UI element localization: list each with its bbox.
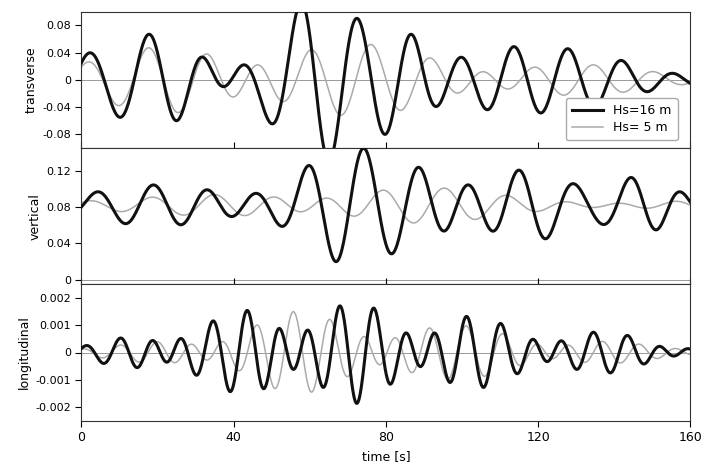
Y-axis label: longitudinal: longitudinal [18, 315, 31, 390]
X-axis label: time [s]: time [s] [362, 450, 410, 462]
Legend: Hs=16 m, Hs= 5 m: Hs=16 m, Hs= 5 m [566, 98, 678, 141]
Y-axis label: transverse: transverse [25, 47, 38, 113]
Y-axis label: vertical: vertical [29, 193, 42, 240]
